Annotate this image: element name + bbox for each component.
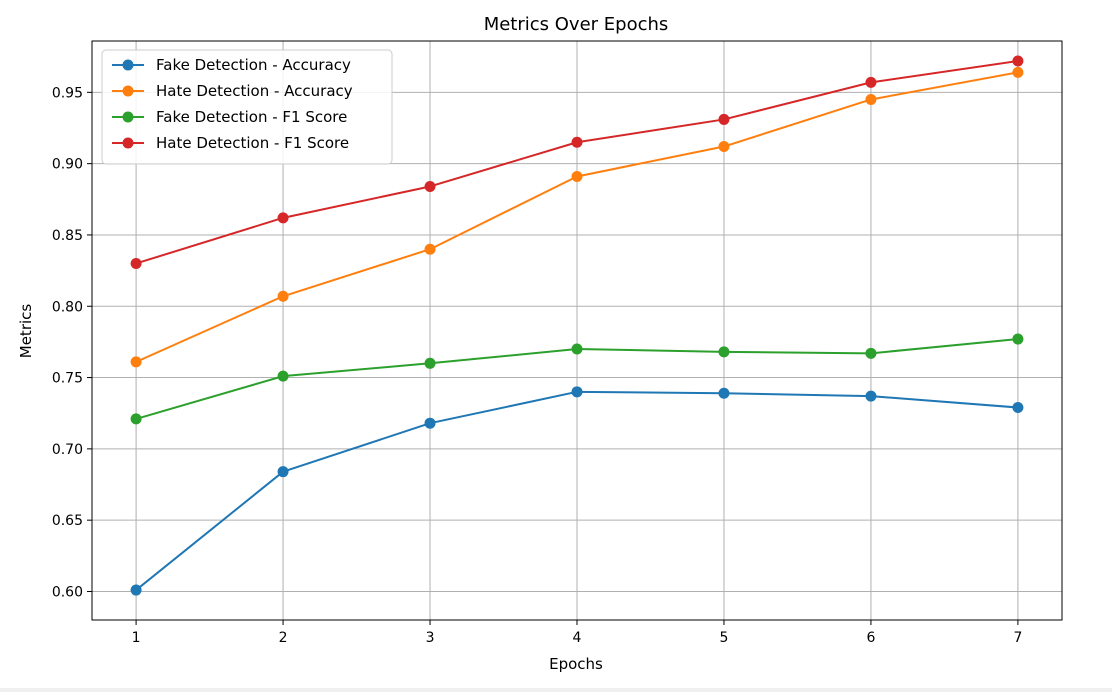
x-tick-label: 4 xyxy=(573,630,582,646)
y-tick-label: 0.95 xyxy=(52,85,83,101)
x-axis-ticks: 1 2 3 4 5 6 7 xyxy=(132,620,1022,646)
legend-swatch-marker xyxy=(122,111,134,123)
data-point xyxy=(865,76,877,88)
data-point xyxy=(130,584,142,596)
data-point xyxy=(718,346,730,358)
data-point xyxy=(865,390,877,402)
y-tick-label: 0.70 xyxy=(52,442,83,458)
data-point xyxy=(130,356,142,368)
data-point xyxy=(718,113,730,125)
data-point xyxy=(865,347,877,359)
data-point xyxy=(718,387,730,399)
y-axis-ticks: 0.60 0.65 0.70 0.75 0.80 0.85 0.90 0.95 xyxy=(52,85,92,600)
y-tick-label: 0.85 xyxy=(52,228,83,244)
data-point xyxy=(277,466,289,478)
legend-label: Hate Detection - F1 Score xyxy=(156,134,349,152)
data-point xyxy=(865,93,877,105)
data-point xyxy=(571,343,583,355)
data-point xyxy=(277,212,289,224)
data-point xyxy=(1012,333,1024,345)
data-point xyxy=(424,180,436,192)
chart-title: Metrics Over Epochs xyxy=(484,14,669,35)
data-point xyxy=(1012,66,1024,78)
data-point xyxy=(277,370,289,382)
series-3 xyxy=(130,333,1024,425)
data-point xyxy=(130,257,142,269)
legend-entry: Hate Detection - Accuracy xyxy=(112,82,353,100)
legend-entry: Fake Detection - F1 Score xyxy=(112,108,347,126)
x-tick-label: 5 xyxy=(720,630,729,646)
y-tick-label: 0.90 xyxy=(52,157,83,173)
legend-swatch-marker xyxy=(122,85,134,97)
data-point xyxy=(424,357,436,369)
grid-lines xyxy=(92,41,1062,620)
x-tick-label: 7 xyxy=(1013,630,1022,646)
legend-entry: Fake Detection - Accuracy xyxy=(112,56,351,74)
x-tick-label: 2 xyxy=(279,630,288,646)
bottom-scroll-strip xyxy=(0,688,1112,692)
legend-label: Hate Detection - Accuracy xyxy=(156,82,353,100)
y-tick-label: 0.60 xyxy=(52,584,83,600)
data-point xyxy=(277,290,289,302)
y-tick-label: 0.80 xyxy=(52,299,83,315)
x-tick-label: 3 xyxy=(426,630,435,646)
legend-entry: Hate Detection - F1 Score xyxy=(112,134,349,152)
series-2 xyxy=(130,66,1024,368)
data-point xyxy=(571,386,583,398)
y-tick-label: 0.65 xyxy=(52,513,83,529)
series-1 xyxy=(130,386,1024,596)
x-tick-label: 1 xyxy=(132,630,141,646)
legend-box xyxy=(101,49,393,165)
data-point xyxy=(1012,402,1024,414)
y-axis-label: Metrics xyxy=(17,304,35,359)
series-layer xyxy=(130,55,1024,596)
legend: Fake Detection - Accuracy Hate Detection … xyxy=(101,49,393,165)
x-tick-label: 6 xyxy=(866,630,875,646)
legend-swatch-marker xyxy=(122,59,134,71)
data-point xyxy=(130,413,142,425)
legend-label: Fake Detection - F1 Score xyxy=(156,108,347,126)
data-point xyxy=(424,417,436,429)
series-4 xyxy=(130,55,1024,269)
y-tick-label: 0.75 xyxy=(52,371,83,387)
data-point xyxy=(571,170,583,182)
data-point xyxy=(1012,55,1024,67)
data-point xyxy=(424,243,436,255)
data-point xyxy=(718,141,730,153)
data-point xyxy=(571,136,583,148)
x-axis-label: Epochs xyxy=(549,655,603,673)
legend-label: Fake Detection - Accuracy xyxy=(156,56,351,74)
legend-swatch-marker xyxy=(122,137,134,149)
